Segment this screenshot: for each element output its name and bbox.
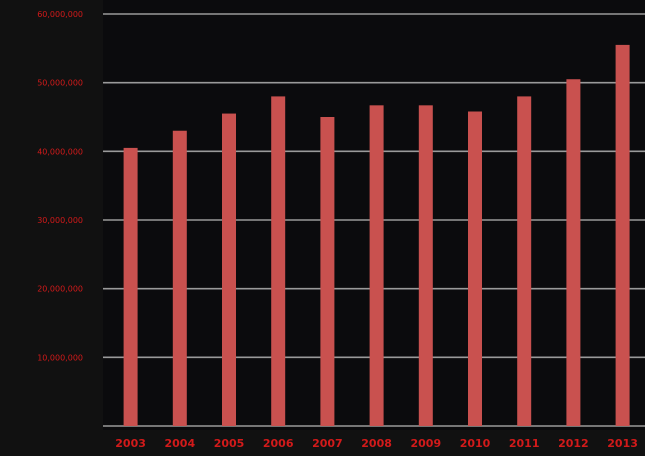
y-tick-label: 60,000,000	[37, 10, 83, 19]
x-tick-label: 2007	[312, 437, 343, 450]
x-axis-tick-labels: 2003 2004 2005 2006 2007 2008 2009 2010 2011 2012…	[115, 437, 638, 450]
bar-2010	[468, 111, 482, 427]
x-tick-label: 2004	[164, 437, 195, 450]
bar-2005	[222, 113, 236, 427]
bar-2007	[320, 117, 335, 426]
x-tick-label: 2003	[115, 437, 146, 450]
x-tick-label: 2010	[460, 437, 491, 450]
bar-2012	[566, 79, 581, 426]
x-tick-label: 2011	[509, 437, 540, 450]
bars	[123, 44, 630, 427]
y-tick-label: 20,000,000	[37, 285, 83, 294]
bar-2009	[418, 105, 433, 427]
y-tick-label: 10,000,000	[37, 353, 83, 362]
bar-2003	[123, 147, 138, 426]
bar-2006	[271, 96, 286, 427]
x-tick-label: 2013	[607, 437, 638, 450]
bar-2013	[615, 44, 630, 427]
bar-2004	[172, 130, 187, 426]
x-tick-label: 2006	[263, 437, 294, 450]
y-axis-tick-labels: 10,000,000 20,000,000 30,000,000 40,000,000…	[37, 10, 83, 362]
x-tick-label: 2009	[410, 437, 441, 450]
y-tick-label: 40,000,000	[37, 147, 83, 156]
y-tick-label: 50,000,000	[37, 79, 83, 88]
x-tick-label: 2008	[361, 437, 392, 450]
x-tick-label: 2005	[214, 437, 245, 450]
bar-2008	[369, 105, 384, 427]
x-tick-label: 2012	[558, 437, 589, 450]
bar-2011	[517, 96, 532, 427]
y-tick-label: 30,000,000	[37, 216, 83, 225]
